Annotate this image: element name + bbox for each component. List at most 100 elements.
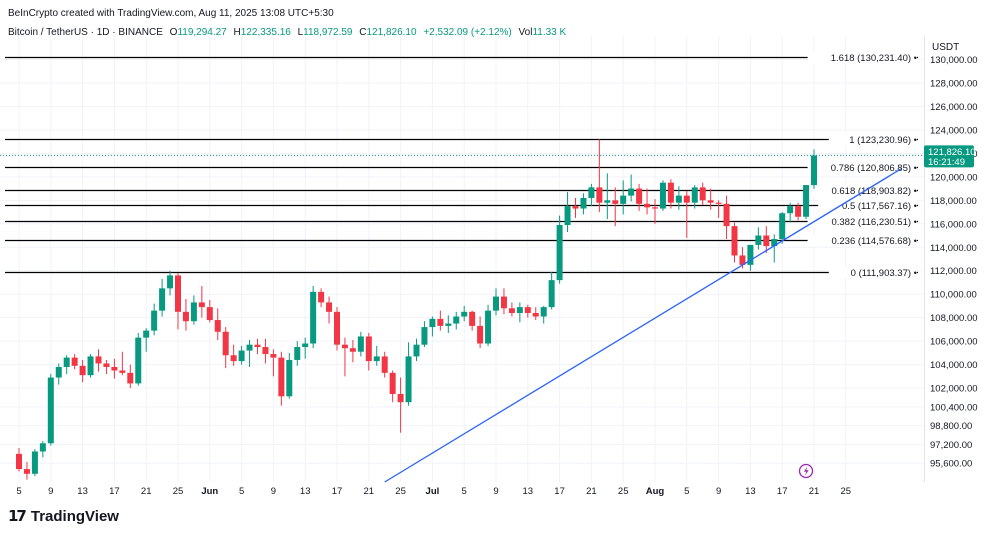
candle-body xyxy=(278,357,285,397)
time-tick-label: 5 xyxy=(462,486,467,497)
candle-body xyxy=(771,239,778,247)
candle-body xyxy=(652,207,658,209)
candle-body xyxy=(413,344,420,357)
candle-body xyxy=(675,195,682,203)
high-label: H xyxy=(233,27,241,38)
candle-body xyxy=(357,336,364,352)
fibonacci-levels: 1.618 (130,231.40) • 1 (123,230.96) • 0.78… xyxy=(0,51,924,279)
time-tick-label: 5 xyxy=(16,486,21,497)
time-tick-label: 13 xyxy=(77,486,88,497)
candle-body xyxy=(811,155,817,186)
candle-body xyxy=(747,244,754,265)
candle-body xyxy=(500,296,507,309)
time-axis: 5 9 13 17 21 25 Jun 5 9 13 17 21 25 Jul 5 9 13 17 21 25 Aug 5… xyxy=(16,486,851,497)
candle-body xyxy=(524,307,531,313)
candle-body xyxy=(365,336,372,362)
price-tick-label: 100,400.00 xyxy=(930,402,978,413)
price-tick-label: 124,000.00 xyxy=(930,125,978,136)
time-tick-label: 5 xyxy=(239,486,244,497)
fib-label-bg xyxy=(807,234,917,247)
candle-body xyxy=(167,275,174,289)
fib-level-label: 0.618 (118,903.82) • xyxy=(831,186,917,197)
candle-body xyxy=(95,356,102,364)
candle-body xyxy=(659,182,666,209)
price-tick-label: 102,000.00 xyxy=(930,384,978,395)
candle-body xyxy=(373,356,380,362)
candle-body xyxy=(326,302,333,312)
candle-body xyxy=(334,311,340,345)
tradingview-logo: 17 TradingView xyxy=(8,507,119,525)
price-tick-label: 114,000.00 xyxy=(930,243,977,254)
price-tick-label: 95,600.00 xyxy=(930,459,972,470)
candle-body xyxy=(612,200,619,204)
time-tick-label: Aug xyxy=(646,486,665,497)
price-tick-label: 128,000.00 xyxy=(930,78,978,89)
candle-body xyxy=(397,393,404,403)
candle-body xyxy=(691,187,698,203)
change-value: +2,532.09 (+2.12%) xyxy=(423,27,512,38)
last-price-value: 121,826.10 xyxy=(928,147,976,158)
fib-level-label: 1 (123,230.96) • xyxy=(849,135,917,146)
candle-body xyxy=(135,337,142,384)
fib-label-bg xyxy=(828,133,917,146)
price-tick-label: 126,000.00 xyxy=(930,102,978,113)
time-tick-label: 13 xyxy=(300,486,311,497)
candle-body xyxy=(755,235,762,245)
time-tick-label: 25 xyxy=(618,486,629,497)
candle-body xyxy=(111,366,118,371)
candle-body xyxy=(540,307,547,317)
time-tick-label: 13 xyxy=(745,486,756,497)
price-tick-label: 108,000.00 xyxy=(930,313,978,324)
price-tick-label: 120,000.00 xyxy=(930,172,978,183)
candle-body xyxy=(453,316,460,324)
time-tick-label: 9 xyxy=(716,486,721,497)
candle-body xyxy=(421,327,428,345)
low-label: L xyxy=(297,27,304,38)
candle-body xyxy=(723,203,730,227)
candle-body xyxy=(763,235,770,247)
time-tick-label: 17 xyxy=(109,486,120,497)
candle-body xyxy=(572,206,579,209)
fib-label-bg xyxy=(807,161,917,174)
candle-body xyxy=(779,213,786,240)
candle-body xyxy=(620,195,627,204)
trendline xyxy=(384,168,902,483)
fib-level-label: 0.786 (120,806.85) • xyxy=(831,163,917,174)
candle-body xyxy=(238,350,245,362)
candle-body xyxy=(493,296,499,311)
fib-level-label: 1.618 (130,231.40) • xyxy=(831,53,917,64)
candle-body xyxy=(405,356,412,403)
candle-body xyxy=(151,310,158,331)
price-tick-label: 98,800.00 xyxy=(930,421,972,432)
candle-body xyxy=(787,206,794,214)
candle-body xyxy=(461,311,468,317)
time-tick-label: 21 xyxy=(586,486,597,497)
candle-body xyxy=(516,307,523,313)
candle-body xyxy=(270,354,277,358)
time-tick-label: 21 xyxy=(141,486,152,497)
candle-body xyxy=(310,291,317,344)
candle-body xyxy=(87,356,94,376)
price-tick-label: 110,000.00 xyxy=(930,290,977,301)
candle-body xyxy=(699,187,706,201)
candle-body xyxy=(508,308,515,313)
candle-body xyxy=(429,318,436,328)
candle-body xyxy=(644,203,651,208)
candle-body xyxy=(548,280,555,308)
time-tick-label: 25 xyxy=(841,486,852,497)
currency-label: USDT xyxy=(932,42,960,53)
volume-value: 11.33 K xyxy=(532,27,567,38)
price-tick-label: 97,200.00 xyxy=(930,440,972,451)
candle-body xyxy=(206,307,213,321)
candle-body xyxy=(532,312,539,317)
fib-label-bg xyxy=(807,51,917,64)
price-tick-label: 112,000.00 xyxy=(930,266,977,277)
candle-body xyxy=(119,370,126,373)
candle-body xyxy=(477,325,484,344)
symbol-legend: Bitcoin / TetherUS · 1D · BINANCE O119,2… xyxy=(8,27,566,38)
candle-body xyxy=(731,226,738,256)
time-tick-label: 5 xyxy=(684,486,689,497)
candle-body xyxy=(222,331,229,356)
